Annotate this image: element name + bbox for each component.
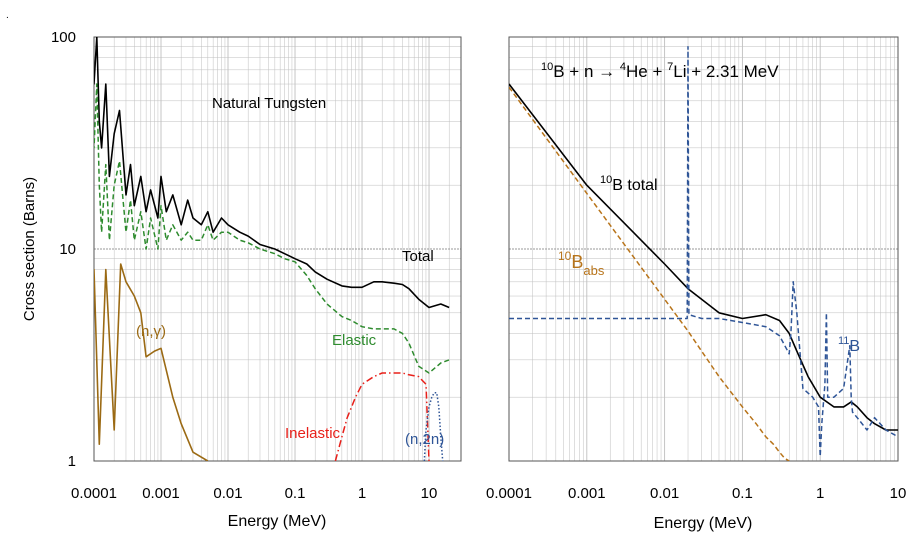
y-tick-label: 1 (68, 453, 76, 470)
b10-abs-series-line (509, 86, 790, 461)
b10-total-label: 10B total (600, 174, 658, 194)
elastic-series-line (94, 83, 450, 374)
y-tick-label: 100 (51, 29, 76, 46)
right-x-tick-label: 0.001 (568, 485, 606, 502)
y-axis-label: Cross section (Barns) (21, 177, 38, 321)
n2n-series-line (423, 391, 444, 461)
b10-total-series-line (509, 83, 898, 431)
b10-abs-label: 10Babs (558, 249, 605, 278)
right-x-tick-label: 0.0001 (486, 485, 532, 502)
right-plot-frame (508, 36, 899, 462)
n2n-series-label: (n,2n) (405, 431, 444, 448)
ngamma-series-label: (n,γ) (136, 323, 166, 340)
ngamma-series-line (94, 263, 209, 461)
left-x-tick-label: 0.001 (142, 485, 180, 502)
left-chart-title: Natural Tungsten (212, 95, 326, 112)
left-x-tick-label: 1 (358, 485, 366, 502)
corner-dot: . (6, 10, 9, 21)
y-tick-label: 10 (59, 241, 76, 258)
left-y-ticks: 1 10 100 (51, 29, 76, 470)
left-plot-frame (93, 36, 462, 462)
left-x-tick-label: 0.1 (285, 485, 306, 502)
right-x-ticks: 0.0001 0.001 0.01 0.1 1 10 (486, 485, 906, 502)
left-grid (93, 37, 462, 461)
inelastic-series-line (334, 372, 430, 461)
right-x-tick-label: 10 (890, 485, 907, 502)
left-x-tick-label: 10 (421, 485, 438, 502)
left-series (94, 37, 450, 461)
b11-label: 11B (838, 335, 860, 355)
inelastic-series-label: Inelastic (285, 425, 341, 442)
right-chart-title: 10B + n → 4He + 7Li + 2.31 MeV (541, 61, 779, 81)
elastic-series-label: Elastic (332, 332, 377, 349)
right-x-tick-label: 0.1 (732, 485, 753, 502)
right-x-axis-label: Energy (MeV) (654, 515, 753, 532)
left-x-tick-label: 0.01 (213, 485, 242, 502)
total-series-label: Total (402, 248, 434, 265)
left-chart: 0.0001 0.001 0.01 0.1 1 10 1 10 100 Cross secti… (21, 29, 462, 530)
left-x-tick-label: 0.0001 (71, 485, 117, 502)
right-x-tick-label: 0.01 (650, 485, 679, 502)
left-x-ticks: 0.0001 0.001 0.01 0.1 1 10 (71, 485, 437, 502)
right-chart: 0.0001 0.001 0.01 0.1 1 10 Energy (MeV) 10B +… (486, 36, 906, 532)
right-series (509, 45, 898, 461)
left-x-axis-label: Energy (MeV) (228, 513, 327, 530)
b11-series-line (509, 45, 898, 458)
total-series-line (94, 37, 450, 309)
right-x-tick-label: 1 (816, 485, 824, 502)
